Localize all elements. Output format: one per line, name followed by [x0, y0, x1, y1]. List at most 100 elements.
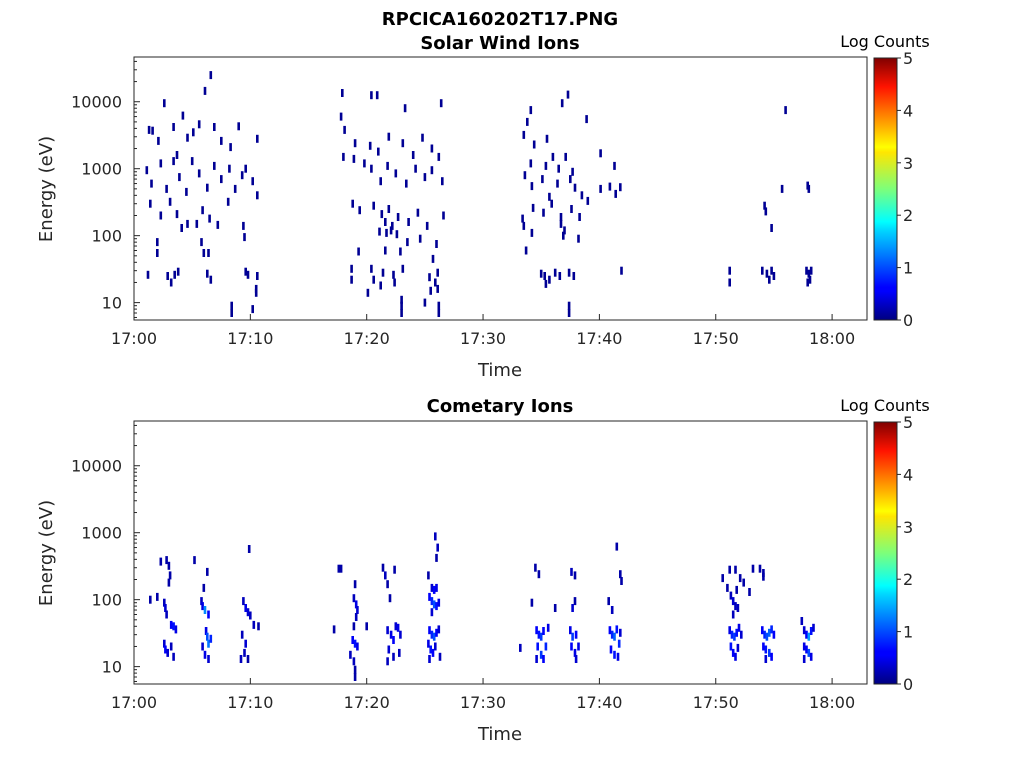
heatmap-cell — [151, 126, 154, 135]
y-tick-label: 1000 — [81, 160, 122, 179]
y-tick-label: 100 — [91, 591, 122, 610]
heatmap-cell — [763, 630, 766, 639]
heatmap-cell — [762, 642, 765, 651]
heatmap-cell — [519, 643, 522, 652]
heatmap-cell — [430, 608, 434, 617]
heatmap-cell — [434, 532, 437, 541]
heatmap-cell — [401, 264, 405, 273]
heatmap-cell — [230, 301, 233, 310]
heatmap-cell — [381, 563, 385, 572]
heatmap-cell — [181, 111, 185, 120]
heatmap-cell — [571, 632, 574, 641]
heatmap-cell — [240, 171, 244, 180]
heatmap-cell — [437, 625, 441, 634]
heatmap-cell — [428, 592, 431, 601]
heatmap-cell — [239, 655, 243, 663]
heatmap-cell — [608, 182, 612, 191]
heatmap-cell — [432, 585, 436, 594]
heatmap-cell — [246, 608, 250, 617]
colorbar-tick-label: 1 — [903, 259, 913, 278]
heatmap-cell — [156, 238, 159, 247]
heatmap-cell — [807, 184, 811, 193]
heatmap-cell — [531, 203, 535, 212]
heatmap-cell — [156, 592, 159, 601]
heatmap-cell — [728, 278, 731, 287]
heatmap-cell — [761, 266, 764, 275]
heatmap-cell — [761, 626, 764, 635]
heatmap-cell — [764, 645, 768, 654]
x-tick-label: 17:40 — [576, 693, 622, 712]
heatmap-cell — [729, 642, 733, 651]
heatmap-cell — [529, 106, 533, 115]
heatmap-cell — [577, 234, 580, 243]
heatmap-cell — [252, 620, 256, 629]
heatmap-cell — [384, 571, 387, 580]
heatmap-cell — [734, 565, 737, 574]
heatmap-cell — [436, 268, 439, 277]
chart-title: Cometary Ions — [427, 396, 574, 417]
heatmap-cell — [805, 266, 808, 275]
heatmap-cell — [735, 628, 738, 637]
heatmap-cell — [427, 571, 430, 580]
heatmap-cell — [544, 161, 548, 170]
heatmap-cell — [435, 602, 438, 611]
heatmap-cell — [762, 572, 765, 581]
heatmap-cell — [387, 132, 391, 141]
heatmap-cell — [353, 580, 357, 589]
heatmap-cell — [545, 134, 549, 143]
heatmap-cell — [539, 269, 543, 278]
heatmap-cell — [185, 187, 188, 196]
heatmap-cell — [620, 266, 623, 275]
y-axis-label: Energy (eV) — [36, 500, 57, 606]
axis-ticks: 17:00 17:10 17:20 17:30 17:40 17:50 18:00 10 100… — [71, 60, 855, 348]
heatmap-cell — [802, 626, 806, 635]
heatmap-cell — [247, 545, 251, 553]
heatmap-cell — [375, 91, 379, 100]
heatmap-cell — [570, 642, 573, 651]
heatmap-cell — [163, 99, 166, 108]
heatmap-cell — [220, 136, 223, 145]
heatmap-cell — [167, 578, 171, 587]
heatmap-cell — [614, 189, 617, 198]
heatmap-cell — [167, 561, 171, 570]
heatmap-cell — [617, 639, 621, 648]
y-tick-label: 1000 — [81, 524, 122, 543]
heatmap-cell — [353, 639, 357, 648]
heatmap-cell — [574, 630, 578, 639]
heatmap-cell — [164, 645, 167, 654]
heatmap-cell — [573, 597, 577, 606]
heatmap-cell — [805, 630, 808, 639]
heatmap-cell — [770, 625, 773, 634]
heatmap-cell — [392, 270, 395, 279]
heatmap-cell — [165, 610, 168, 619]
heatmap-cell — [201, 642, 204, 651]
heatmap-cell — [237, 122, 240, 131]
heatmap-cell — [439, 99, 443, 108]
heatmap-cell — [256, 191, 259, 200]
heatmap-cell — [249, 611, 252, 620]
heatmap-cell — [400, 309, 403, 317]
heatmap-cell — [203, 86, 207, 95]
heatmap-cell — [354, 600, 358, 609]
heatmap-cell — [802, 642, 806, 651]
heatmap-cell — [559, 219, 563, 228]
heatmap-cell — [809, 627, 813, 635]
heatmap-cell — [403, 104, 407, 113]
heatmap-cell — [543, 272, 546, 280]
x-tick-label: 17:10 — [227, 693, 273, 712]
heatmap-cell — [332, 625, 336, 634]
heatmap-cell — [385, 228, 388, 237]
x-tick-label: 18:00 — [809, 693, 855, 712]
heatmap-cell — [203, 606, 207, 614]
heatmap-cell — [615, 625, 619, 634]
heatmap-cell — [357, 247, 360, 256]
heatmap-cell — [243, 233, 246, 242]
heatmap-cell — [541, 175, 544, 184]
heatmap-cell — [201, 602, 204, 611]
colorbar-tick-label: 4 — [903, 465, 913, 484]
heatmap-cell — [366, 288, 370, 297]
heatmap-cell — [379, 177, 382, 186]
colorbar-tick-label: 0 — [903, 675, 913, 694]
heatmap-cell — [254, 284, 258, 293]
x-tick-label: 18:00 — [809, 329, 855, 348]
